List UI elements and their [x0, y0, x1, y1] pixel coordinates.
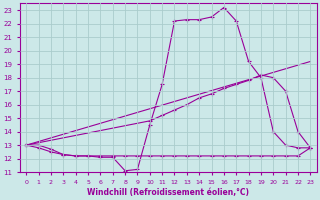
X-axis label: Windchill (Refroidissement éolien,°C): Windchill (Refroidissement éolien,°C) [87, 188, 249, 197]
